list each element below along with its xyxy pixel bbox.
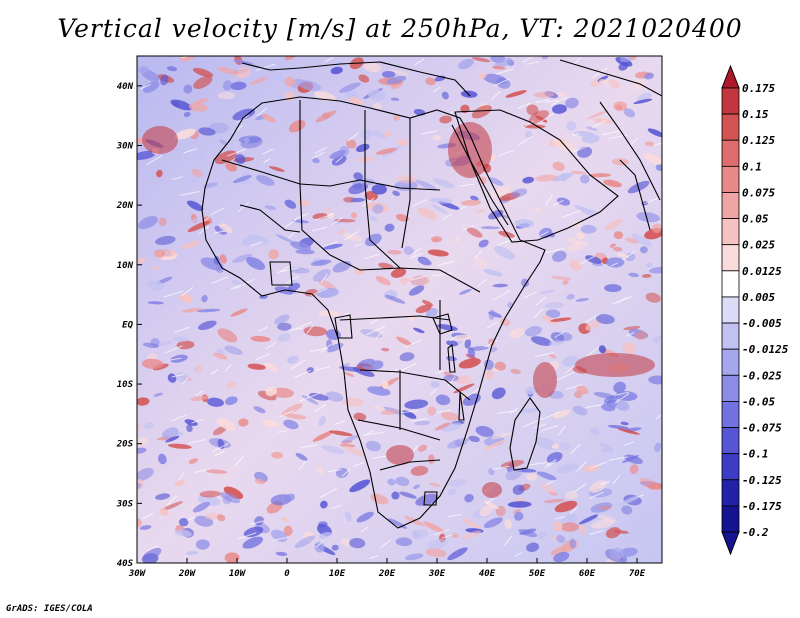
lat-tick-label: 10S	[117, 380, 134, 390]
colorbar-swatch	[721, 113, 740, 141]
colorbar-label: 0.15	[742, 108, 769, 121]
colorbar-swatch	[721, 427, 740, 455]
velocity-field	[137, 56, 662, 563]
lat-axis: 40N 30N 20N 10N EQ 10S 20S 30S 40S	[116, 82, 142, 569]
colorbar-label: 0.075	[742, 186, 775, 199]
colorbar-swatch	[721, 270, 740, 298]
colorbar-cap-top	[721, 64, 740, 89]
colorbar-swatch	[721, 348, 740, 376]
map-frame	[136, 55, 663, 564]
colorbar-label: 0.125	[742, 134, 775, 147]
lon-tick-label: 50E	[529, 569, 546, 579]
lat-tick-label: 20S	[116, 440, 134, 450]
lat-tick-label: 10N	[117, 261, 134, 271]
colorbar-swatch	[721, 192, 740, 219]
colorbar-swatch	[721, 453, 740, 481]
colorbar-cap-bottom	[721, 531, 740, 556]
colorbar-label: 0.005	[742, 291, 775, 304]
credit-label: GrADS: IGES/COLA	[6, 604, 93, 614]
colorbar-label: 0.0125	[742, 265, 782, 278]
lat-tick-label: 40N	[117, 82, 134, 92]
colorbar-swatch	[721, 296, 740, 324]
colorbar: 0.175 0.15 0.125 0.1 0.075 0.05 0.025 0.0125 0.0…	[721, 64, 789, 556]
colorbar-label: -0.025	[742, 369, 782, 382]
colorbar-label: -0.0125	[742, 343, 789, 356]
lon-tick-label: 10E	[329, 569, 346, 579]
lon-tick-label: 30E	[428, 569, 446, 579]
colorbar-label: -0.1	[742, 448, 769, 461]
colorbar-label: 0.175	[742, 82, 775, 95]
colorbar-swatch	[721, 505, 740, 533]
colorbar-label: -0.2	[742, 526, 769, 539]
lon-tick-label: 10W	[229, 569, 247, 579]
lon-axis: 30W 20W 10W 0 10E 20E 30E 40E 50E 60E 70E	[128, 558, 646, 579]
colorbar-swatch	[721, 218, 740, 246]
colorbar-label: 0.05	[742, 213, 769, 226]
coastlines	[201, 59, 662, 529]
lon-tick-label: 20E	[378, 569, 396, 579]
lat-tick-label: 40S	[117, 559, 134, 569]
lon-tick-label: 0	[284, 569, 290, 579]
colorbar-swatch	[721, 374, 740, 402]
lon-tick-label: 70E	[629, 569, 646, 579]
colorbar-label: 0.1	[742, 160, 762, 173]
colorbar-label: -0.075	[742, 422, 782, 435]
colorbar-label: -0.005	[742, 317, 782, 330]
colorbar-swatch	[721, 244, 740, 272]
colorbar-label: -0.175	[742, 500, 782, 513]
colorbar-swatch	[721, 139, 740, 167]
colorbar-swatch	[721, 165, 740, 193]
lon-tick-label: 20W	[178, 569, 197, 579]
lat-tick-label: 20N	[116, 201, 134, 211]
colorbar-swatch	[721, 87, 740, 115]
colorbar-swatch	[721, 479, 740, 507]
colorbar-label: -0.05	[742, 395, 775, 408]
colorbar-swatch	[721, 401, 740, 428]
lat-tick-label: 30S	[116, 499, 134, 509]
lat-tick-label: EQ	[122, 320, 133, 330]
chart-title: Vertical velocity [m/s] at 250hPa, VT: 2…	[57, 14, 743, 43]
lon-tick-label: 60E	[579, 569, 596, 579]
lat-tick-label: 30N	[116, 141, 134, 151]
lon-tick-label: 30W	[128, 569, 147, 579]
lon-tick-label: 40E	[479, 569, 496, 579]
colorbar-label: -0.125	[742, 474, 782, 487]
colorbar-label: 0.025	[742, 239, 775, 252]
colorbar-swatch	[721, 322, 740, 350]
